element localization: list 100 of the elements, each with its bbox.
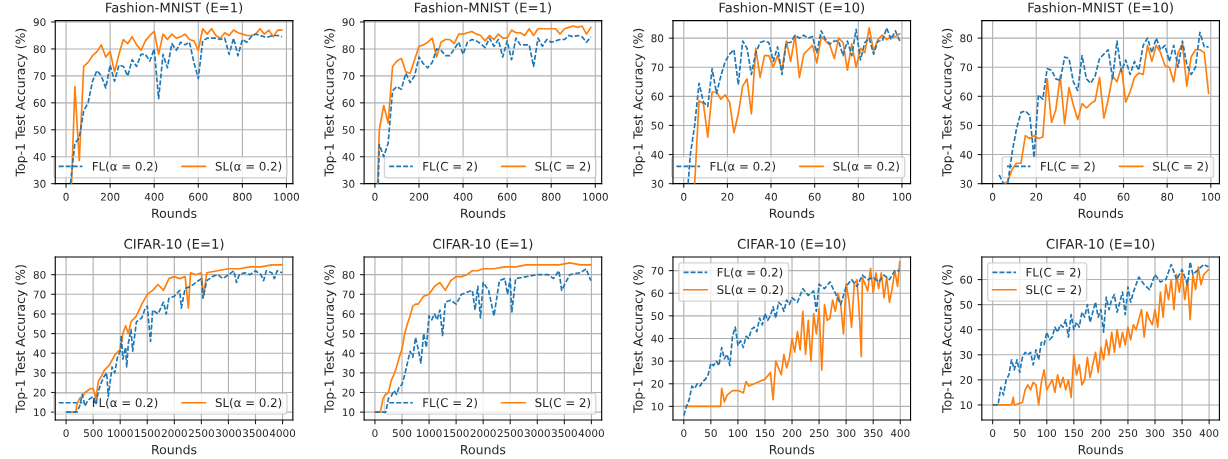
y-tick-label: 80 [342,270,355,279]
x-tick-label: 20 [1030,192,1043,201]
y-tick-label: 40 [33,152,46,161]
y-tick-label: 40 [960,325,973,334]
y-tick-label: 10 [651,402,664,411]
y-tick-label: 20 [342,388,355,397]
chart-title: CIFAR-10 (E=10) [737,238,846,251]
x-tick-label: 150 [756,429,775,438]
x-tick-label: 80 [1161,192,1174,201]
chart-title: Fashion-MNIST (E=10) [719,2,865,15]
y-axis-title: Top-1 Test Accuracy (%) [941,265,954,413]
x-tick-label: 600 [189,192,208,201]
y-tick-label: 60 [960,275,973,284]
y-tick-label: 80 [33,270,46,279]
x-tick-label: 4000 [578,429,604,438]
x-tick-label: 350 [1172,429,1192,438]
y-tick-label: 50 [342,125,355,134]
x-tick-label: 1000 [416,429,442,438]
x-tick-label: 3000 [215,429,241,438]
legend-label: SL(C = 2) [1153,161,1208,173]
x-axis-title: Rounds [152,208,197,218]
y-axis-title: Top-1 Test Accuracy (%) [324,28,337,177]
legend-label: FL(α = 0.2) [717,267,783,279]
y-tick-label: 80 [960,34,973,43]
legend-label: SL(C = 2) [535,397,591,409]
y-tick-label: 30 [960,179,973,188]
x-tick-label: 400 [1199,429,1219,438]
x-tick-label: 2000 [470,429,496,438]
x-tick-label: 150 [1065,429,1084,438]
x-tick-label: 400 [890,429,910,438]
y-tick-label: 50 [651,121,664,130]
y-tick-label: 60 [33,99,46,107]
x-tick-label: 0 [63,192,69,201]
y-tick-label: 40 [651,150,664,159]
legend-label: SL(α = 0.2) [215,161,282,173]
y-axis-title: Top-1 Test Accuracy (%) [633,265,646,413]
x-axis-title: Rounds [152,444,197,455]
y-tick-label: 70 [960,63,973,72]
x-tick-label: 40 [764,192,777,201]
x-tick-label: 40 [1073,192,1086,201]
y-tick-label: 30 [33,369,46,377]
legend-label: SL(α = 0.2) [215,397,282,409]
x-tick-label: 100 [1037,429,1057,438]
x-tick-label: 200 [782,429,802,438]
x-tick-label: 300 [1145,429,1165,438]
y-tick-label: 20 [33,388,46,397]
x-tick-label: 1000 [274,192,300,201]
x-tick-label: 3000 [524,429,550,438]
legend-label: FL(α = 0.2) [92,397,158,409]
x-tick-label: 350 [864,429,883,438]
x-tick-label: 50 [705,429,717,438]
x-axis-title: Rounds [461,208,506,218]
y-axis-title: Top-1 Test Accuracy (%) [941,28,954,177]
chart-title: Fashion-MNIST (E=1) [414,2,551,15]
y-tick-label: 70 [342,290,355,299]
chart-title: Fashion-MNIST (E=1) [106,2,243,15]
x-tick-label: 1500 [444,429,469,438]
y-axis-title: Top-1 Test Accuracy (%) [633,28,646,177]
y-tick-label: 70 [342,72,355,80]
x-tick-label: 80 [852,192,865,201]
y-tick-label: 70 [33,290,46,299]
y-axis-title: Top-1 Test Accuracy (%) [324,265,337,413]
legend-label: SL(C = 2) [1026,284,1081,296]
x-tick-label: 400 [453,192,473,201]
y-tick-label: 10 [342,408,355,417]
legend-label: FL(C = 2) [1041,161,1095,173]
y-tick-label: 10 [34,408,46,417]
x-tick-label: 250 [1118,429,1138,438]
legend-label: SL(α = 0.2) [717,284,783,296]
x-tick-label: 2000 [161,429,187,438]
y-tick-label: 80 [33,45,46,54]
y-tick-label: 90 [33,18,46,27]
y-tick-label: 50 [33,329,46,338]
y-tick-label: 50 [342,329,355,338]
y-tick-label: 40 [33,349,46,358]
y-tick-label: 40 [960,150,973,159]
y-tick-label: 30 [651,179,664,188]
chart-title: CIFAR-10 (E=10) [1046,238,1155,251]
y-tick-label: 30 [960,351,973,359]
y-tick-label: 50 [960,121,973,130]
x-tick-label: 400 [144,192,164,201]
y-tick-label: 50 [651,312,664,320]
legend-label: SL(α = 0.2) [833,161,899,173]
y-tick-label: 20 [960,376,973,384]
x-tick-label: 3500 [243,429,269,438]
x-tick-label: 3500 [551,429,577,438]
x-axis-title: Rounds [769,208,815,218]
x-tick-label: 0 [681,192,687,201]
y-tick-label: 20 [651,379,664,388]
x-tick-label: 0 [372,192,378,201]
y-tick-label: 40 [342,152,355,161]
x-tick-label: 2500 [188,429,214,438]
x-tick-label: 800 [233,192,252,201]
y-tick-label: 30 [342,179,355,188]
chart-title: CIFAR-10 (E=1) [124,238,224,251]
chart-title: Fashion-MNIST (E=10) [1028,2,1173,15]
legend-label: FL(C = 2) [423,397,477,409]
legend-label: FL(α = 0.2) [92,161,158,173]
x-tick-label: 200 [100,192,120,201]
x-tick-label: 250 [809,429,829,438]
